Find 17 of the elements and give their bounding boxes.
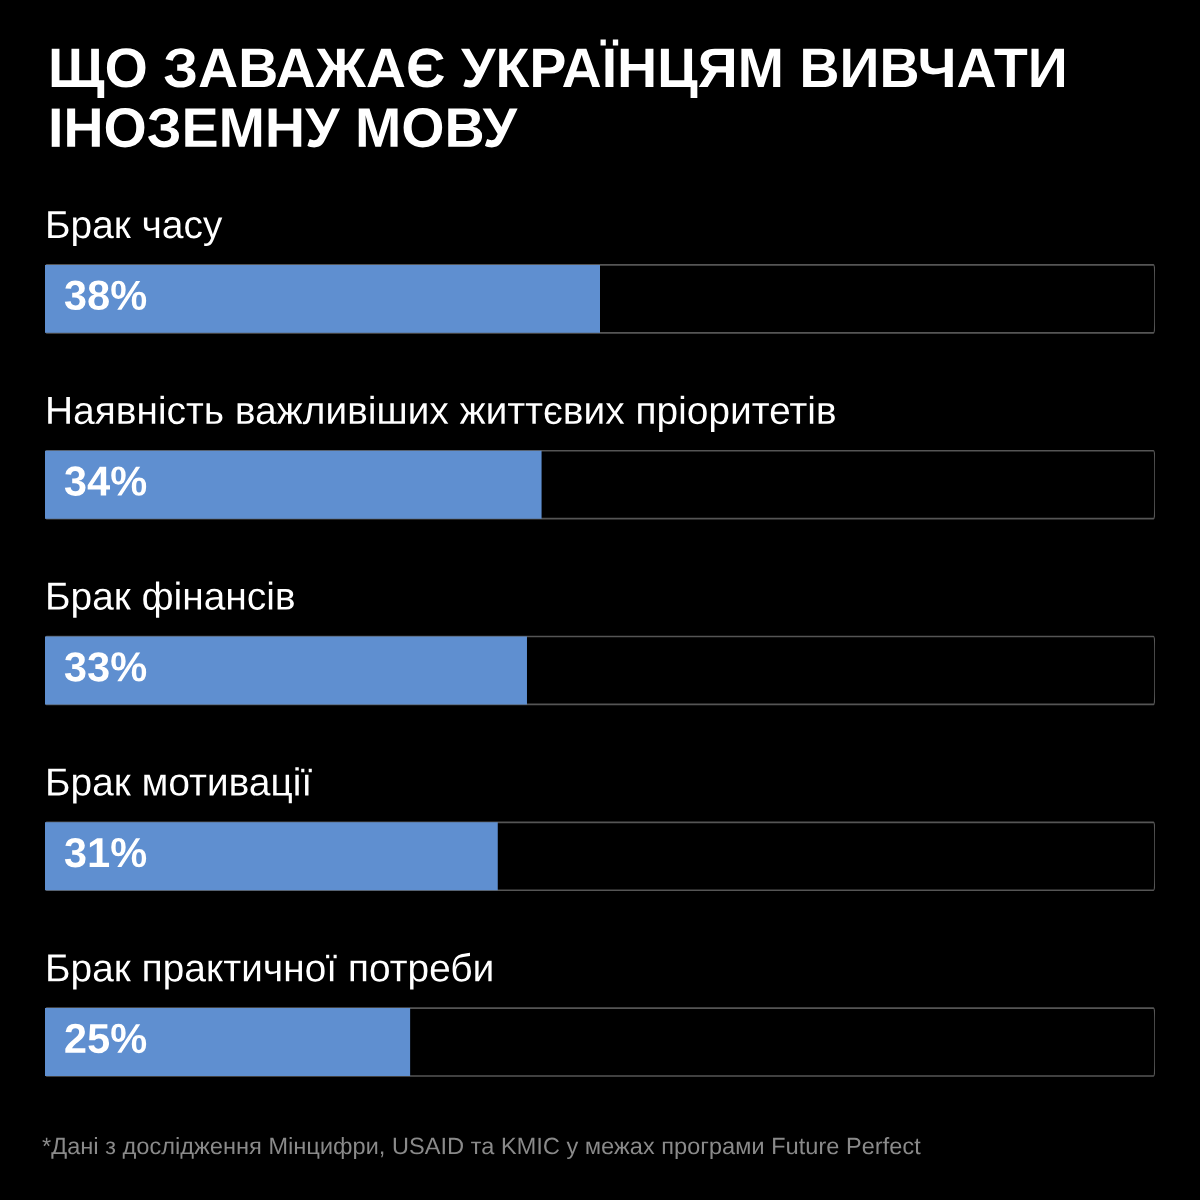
- chart-title: ЩО ЗАВАЖАЄ УКРАЇНЦЯМ ВИВЧАТИ ІНОЗЕМНУ МОВУ: [51, 39, 1065, 148]
- data-label: 38%: [64, 280, 147, 311]
- bar: [45, 822, 498, 891]
- text: *Дані з дослідження Мінцифри, USAID та KMIC у межах програми Future Perfect: [42, 1136, 921, 1160]
- y-tick-label: Брак часу: [48, 211, 223, 247]
- data-label: 25%: [65, 1023, 147, 1054]
- y-tick-label: Брак мотивації: [48, 767, 312, 804]
- bar: [45, 1008, 411, 1077]
- data-label: 33%: [64, 652, 147, 682]
- y-tick-label: Наявність важливіших життєвих пріоритетів: [48, 395, 835, 432]
- data-label: 34%: [64, 466, 147, 496]
- y-tick-label: Брак практичної потреби: [48, 952, 492, 990]
- bar: [45, 636, 527, 705]
- data-label: 31%: [64, 837, 147, 868]
- y-tick-label: Брак фінансів: [48, 581, 294, 618]
- bar: [45, 450, 542, 519]
- bar: [45, 264, 600, 333]
